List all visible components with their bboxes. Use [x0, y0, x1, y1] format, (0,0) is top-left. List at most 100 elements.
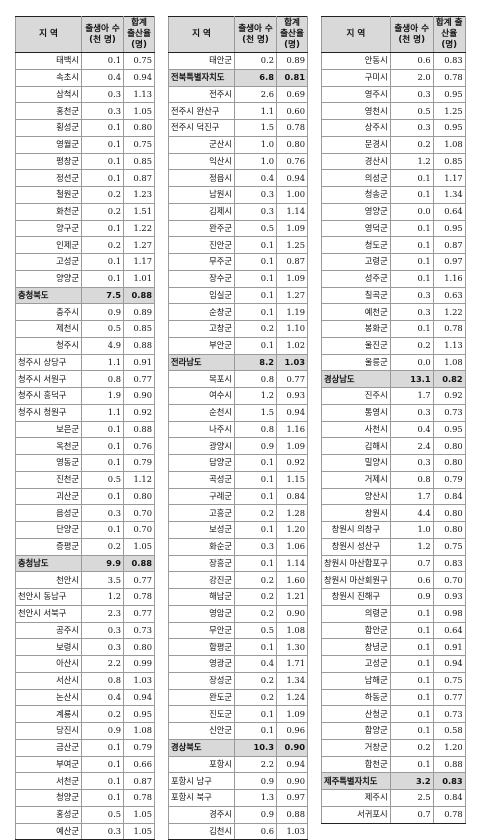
births-cell: 0.3 — [234, 537, 277, 556]
table-row: 구례군 0.1 0.84 — [168, 487, 308, 506]
tfr-cell: 0.88 — [123, 336, 155, 355]
table-row: 함평군 0.1 1.30 — [168, 638, 308, 656]
region-cell: 산청군 — [321, 705, 391, 723]
births-cell: 0.3 — [389, 403, 434, 422]
region-cell: 영양군 — [321, 202, 391, 221]
tfr-cell: 0.78 — [123, 789, 155, 807]
region-cell: 임실군 — [168, 286, 235, 305]
births-cell: 0.2 — [81, 202, 124, 221]
table-row: 천안시 동남구 1.2 0.78 — [15, 588, 155, 606]
tfr-cell: 0.94 — [276, 755, 308, 774]
births-cell: 0.4 — [234, 655, 277, 673]
table-row: 제천시 0.5 0.85 — [15, 320, 155, 338]
tfr-cell: 0.87 — [123, 169, 155, 187]
table-row: 청주시 흥덕구 1.9 0.90 — [15, 387, 155, 405]
region-cell: 창원시 진해구 — [321, 588, 391, 606]
table-row: 구미시 2.0 0.78 — [321, 68, 466, 87]
births-cell: 0.1 — [81, 135, 124, 154]
stats-table-left: 지 역 출생아 수 (천 명) 합계 출산율 (명) 태백시 0.1 0.75 속초시… — [15, 16, 155, 840]
region-cell: 김천시 — [168, 822, 235, 840]
tfr-cell: 1.09 — [276, 269, 308, 288]
tfr-cell: 1.34 — [432, 186, 466, 204]
table-row: 태안군 0.2 0.89 — [168, 52, 308, 70]
tfr-cell: 0.78 — [123, 588, 155, 606]
tfr-cell: 1.08 — [432, 353, 466, 372]
tfr-cell: 1.51 — [123, 202, 155, 221]
births-cell: 0.2 — [234, 571, 277, 589]
tfr-cell: 1.09 — [276, 705, 308, 723]
region-cell: 청주시 상당구 — [15, 353, 82, 372]
region-cell: 순천시 — [168, 403, 235, 422]
table-row: 부여군 0.1 0.66 — [15, 755, 155, 774]
births-cell: 0.1 — [234, 470, 277, 489]
province-row: 전북특별자치도 6.8 0.81 — [168, 68, 308, 87]
table-row: 당진시 0.9 1.08 — [15, 722, 155, 740]
tfr-cell: 0.60 — [276, 102, 308, 120]
tfr-cell: 1.01 — [123, 269, 155, 288]
births-cell: 0.3 — [81, 85, 124, 104]
births-cell: 0.8 — [234, 370, 277, 388]
tfr-cell: 0.95 — [432, 219, 466, 238]
table-row: 철원군 0.2 1.23 — [15, 186, 155, 204]
tfr-header: 합계 출산율 (명) — [276, 16, 308, 53]
births-cell: 1.0 — [389, 521, 434, 539]
tfr-cell: 0.76 — [123, 437, 155, 455]
births-cell: 0.5 — [234, 219, 277, 238]
births-cell: 1.1 — [81, 403, 124, 422]
tfr-cell: 0.63 — [432, 286, 466, 305]
births-cell: 0.1 — [389, 320, 434, 338]
tfr-cell: 0.73 — [432, 705, 466, 723]
births-cell: 0.4 — [81, 688, 124, 707]
region-cell: 해남군 — [168, 588, 235, 606]
tfr-cell: 0.98 — [432, 604, 466, 623]
tfr-cell: 0.77 — [123, 604, 155, 623]
births-cell: 0.2 — [234, 671, 277, 690]
births-cell: 0.3 — [81, 504, 124, 522]
births-cell: 0.9 — [234, 772, 277, 790]
tfr-cell: 1.09 — [276, 219, 308, 238]
table-row: 완도군 0.2 1.24 — [168, 688, 308, 707]
tfr-cell: 0.80 — [432, 504, 466, 522]
table-row: 삼척시 0.3 1.13 — [15, 85, 155, 104]
region-cell: 장수군 — [168, 269, 235, 288]
region-header: 지 역 — [168, 16, 235, 53]
region-cell: 계룡시 — [15, 705, 82, 723]
tfr-cell: 1.02 — [276, 336, 308, 355]
region-cell: 고창군 — [168, 320, 235, 338]
tfr-cell: 0.93 — [432, 588, 466, 606]
tfr-cell: 1.25 — [276, 236, 308, 254]
tfr-cell: 0.90 — [276, 772, 308, 790]
region-cell: 목포시 — [168, 370, 235, 388]
region-cell: 광양시 — [168, 437, 235, 455]
births-cell: 2.2 — [81, 655, 124, 673]
region-cell: 칠곡군 — [321, 286, 391, 305]
births-cell: 7.5 — [81, 286, 124, 305]
table-row: 정읍시 0.4 0.94 — [168, 169, 308, 187]
births-cell: 0.1 — [389, 169, 434, 187]
births-cell: 1.0 — [234, 135, 277, 154]
tfr-cell: 0.78 — [432, 68, 466, 87]
tfr-cell: 1.05 — [123, 102, 155, 120]
tfr-cell: 1.16 — [276, 420, 308, 439]
region-cell: 충주시 — [15, 303, 82, 321]
births-header: 출생아 수 (천 명) — [81, 16, 124, 53]
region-cell: 장흥군 — [168, 554, 235, 573]
region-cell: 옥천군 — [15, 437, 82, 455]
births-cell: 0.2 — [81, 705, 124, 723]
region-cell: 부여군 — [15, 755, 82, 774]
births-cell: 4.4 — [389, 504, 434, 522]
births-cell: 0.3 — [389, 286, 434, 305]
region-cell: 보은군 — [15, 420, 82, 439]
table-row: 영광군 0.4 1.71 — [168, 655, 308, 673]
births-cell: 0.1 — [389, 186, 434, 204]
region-cell: 하동군 — [321, 688, 391, 707]
tfr-cell: 0.88 — [276, 805, 308, 824]
tfr-cell: 0.85 — [432, 152, 466, 171]
tfr-cell: 0.66 — [123, 755, 155, 774]
region-cell: 밀양시 — [321, 454, 391, 472]
table-row: 고성군 0.1 0.94 — [321, 655, 466, 673]
births-cell: 0.1 — [389, 236, 434, 254]
tfr-cell: 0.83 — [432, 554, 466, 573]
births-cell: 1.5 — [234, 403, 277, 422]
births-cell: 0.3 — [81, 822, 124, 840]
